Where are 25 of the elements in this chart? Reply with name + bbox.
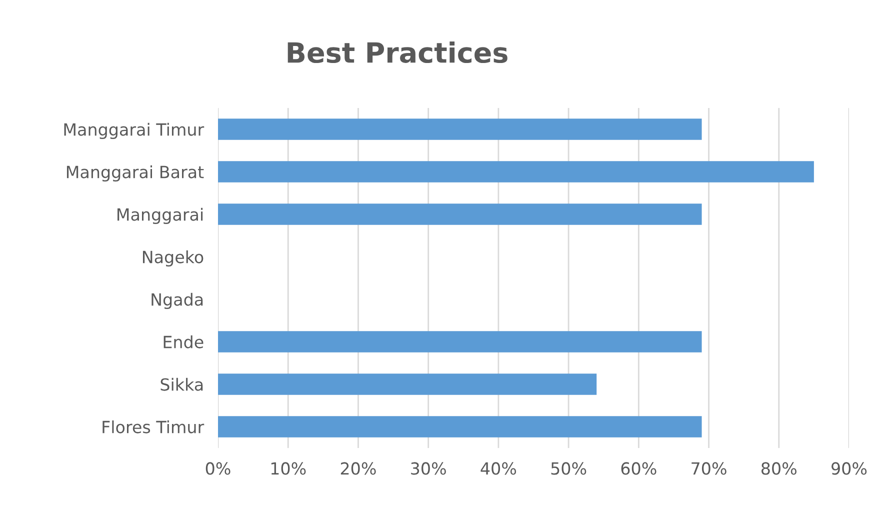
- x-tick-label: 80%: [761, 462, 796, 475]
- bar: [218, 161, 814, 182]
- x-tick-label: 10%: [271, 462, 306, 475]
- y-tick-label: Ende: [164, 335, 204, 348]
- x-tick-label: 50%: [551, 462, 586, 475]
- x-tick-label: 20%: [340, 462, 376, 475]
- y-tick-label: Flores Timur: [102, 420, 204, 434]
- bar: [218, 374, 597, 395]
- bar: [218, 416, 702, 438]
- y-tick-label: Sikka: [160, 378, 203, 391]
- y-tick-label: Manggarai: [118, 208, 203, 224]
- x-tick-label: 40%: [480, 462, 516, 475]
- x-tick-label: 60%: [621, 462, 656, 475]
- x-tick-label: 30%: [411, 462, 446, 475]
- x-tick-label: 90%: [832, 462, 867, 475]
- y-tick-label: Manggarai Barat: [66, 165, 204, 182]
- chart-title: Best Practices: [288, 42, 508, 64]
- x-tick-label: 0%: [206, 462, 230, 475]
- y-tick-label: Nageko: [142, 250, 204, 267]
- bar: [218, 331, 702, 352]
- bar: [218, 118, 702, 140]
- y-tick-label: Ngada: [152, 292, 203, 310]
- bar: [218, 204, 702, 225]
- y-tick-label: Manggarai Timur: [64, 122, 204, 140]
- x-tick-label: 70%: [692, 462, 726, 475]
